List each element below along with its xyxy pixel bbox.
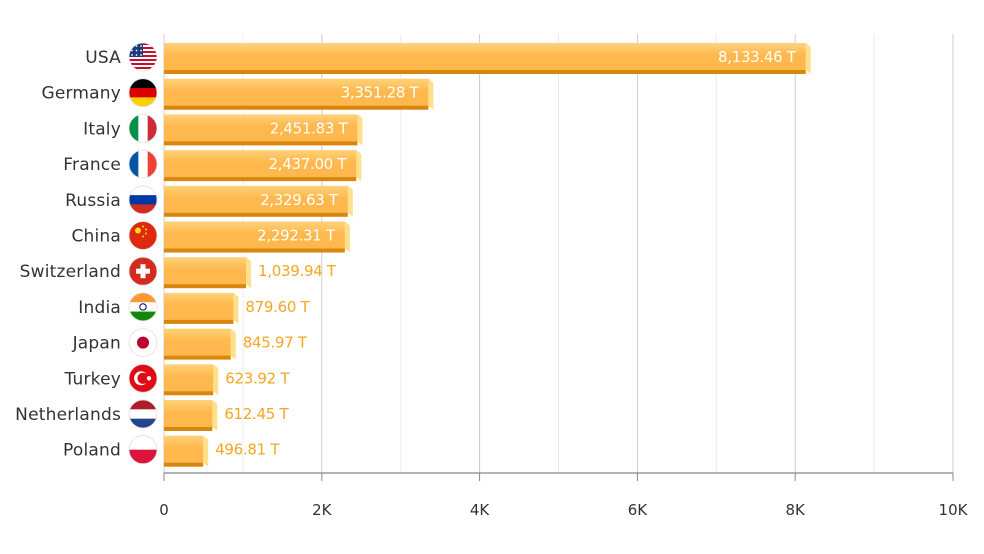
bar <box>164 292 234 320</box>
bar-poland <box>164 435 209 467</box>
russia-flag-icon <box>128 185 158 215</box>
x-tick-label: 0 <box>159 501 169 519</box>
x-tick-label: 6K <box>628 501 649 519</box>
india-flag-icon <box>128 292 158 322</box>
category-label: Russia <box>65 191 121 211</box>
category-label: USA <box>85 48 121 68</box>
bar-usa <box>164 43 811 74</box>
value-label: 845.97 T <box>243 334 308 352</box>
x-tick-label: 2K <box>312 501 333 519</box>
china-flag-icon <box>128 221 158 250</box>
x-tick-label: 8K <box>786 501 807 519</box>
italy-flag-icon <box>128 113 158 143</box>
bar-france <box>164 150 362 182</box>
category-label: Poland <box>63 441 121 461</box>
bar-china <box>164 221 350 253</box>
category-label: Germany <box>41 84 121 104</box>
value-label: 1,039.94 T <box>258 262 337 280</box>
category-label: India <box>78 298 121 318</box>
value-label: 612.45 T <box>224 405 289 423</box>
x-tick-label: 10K <box>939 501 969 519</box>
category-label: Italy <box>83 119 121 139</box>
value-label: 2,292.31 T <box>257 227 336 245</box>
bar-turkey <box>164 364 219 396</box>
bar-netherlands <box>164 400 218 431</box>
netherlands-flag-icon <box>128 399 158 429</box>
bar-india <box>164 292 239 324</box>
bar <box>164 400 213 427</box>
bar-germany <box>164 78 434 110</box>
bar <box>164 78 429 106</box>
x-tick-label: 4K <box>470 501 491 519</box>
bar-switzerland <box>164 257 252 289</box>
value-label: 2,437.00 T <box>269 155 348 173</box>
category-labels: USA Germany Italy France Russia China Switzerl… <box>15 48 121 461</box>
bar <box>164 43 806 70</box>
turkey-flag-icon <box>128 363 158 393</box>
bar <box>164 114 358 142</box>
value-label: 879.60 T <box>245 298 310 316</box>
value-label: 3,351.28 T <box>341 84 420 102</box>
japan-flag-icon <box>128 328 158 358</box>
value-label: 2,329.63 T <box>260 191 339 209</box>
value-label: 623.92 T <box>225 369 290 387</box>
flags <box>128 42 158 465</box>
france-flag-icon <box>128 149 158 179</box>
bar-italy <box>164 114 363 146</box>
category-label: France <box>63 155 121 175</box>
value-label: 496.81 T <box>215 441 280 459</box>
category-label: Turkey <box>63 369 121 389</box>
category-label: Netherlands <box>15 405 121 425</box>
bar <box>164 328 231 356</box>
poland-flag-icon <box>128 435 158 465</box>
value-label: 8,133.46 T <box>718 48 797 66</box>
bar <box>164 364 214 392</box>
bar <box>164 435 204 463</box>
bar <box>164 185 348 213</box>
germany-flag-icon <box>128 78 158 108</box>
category-label: Japan <box>72 334 121 354</box>
switzerland-flag-icon <box>128 256 158 286</box>
bar <box>164 150 357 178</box>
category-label: Switzerland <box>20 262 121 282</box>
bar <box>164 257 247 285</box>
bar-japan <box>164 328 236 360</box>
usa-flag-icon <box>128 42 158 72</box>
bars: 8,133.46 T 3,351.28 T 2,451.83 T 2,437.00 T… <box>164 43 811 467</box>
bar <box>164 221 345 249</box>
category-label: China <box>71 227 121 247</box>
value-label: 2,451.83 T <box>270 119 349 137</box>
x-axis: 0 2K 4K 6K 8K 10K <box>159 472 969 519</box>
bar-russia <box>164 185 353 217</box>
